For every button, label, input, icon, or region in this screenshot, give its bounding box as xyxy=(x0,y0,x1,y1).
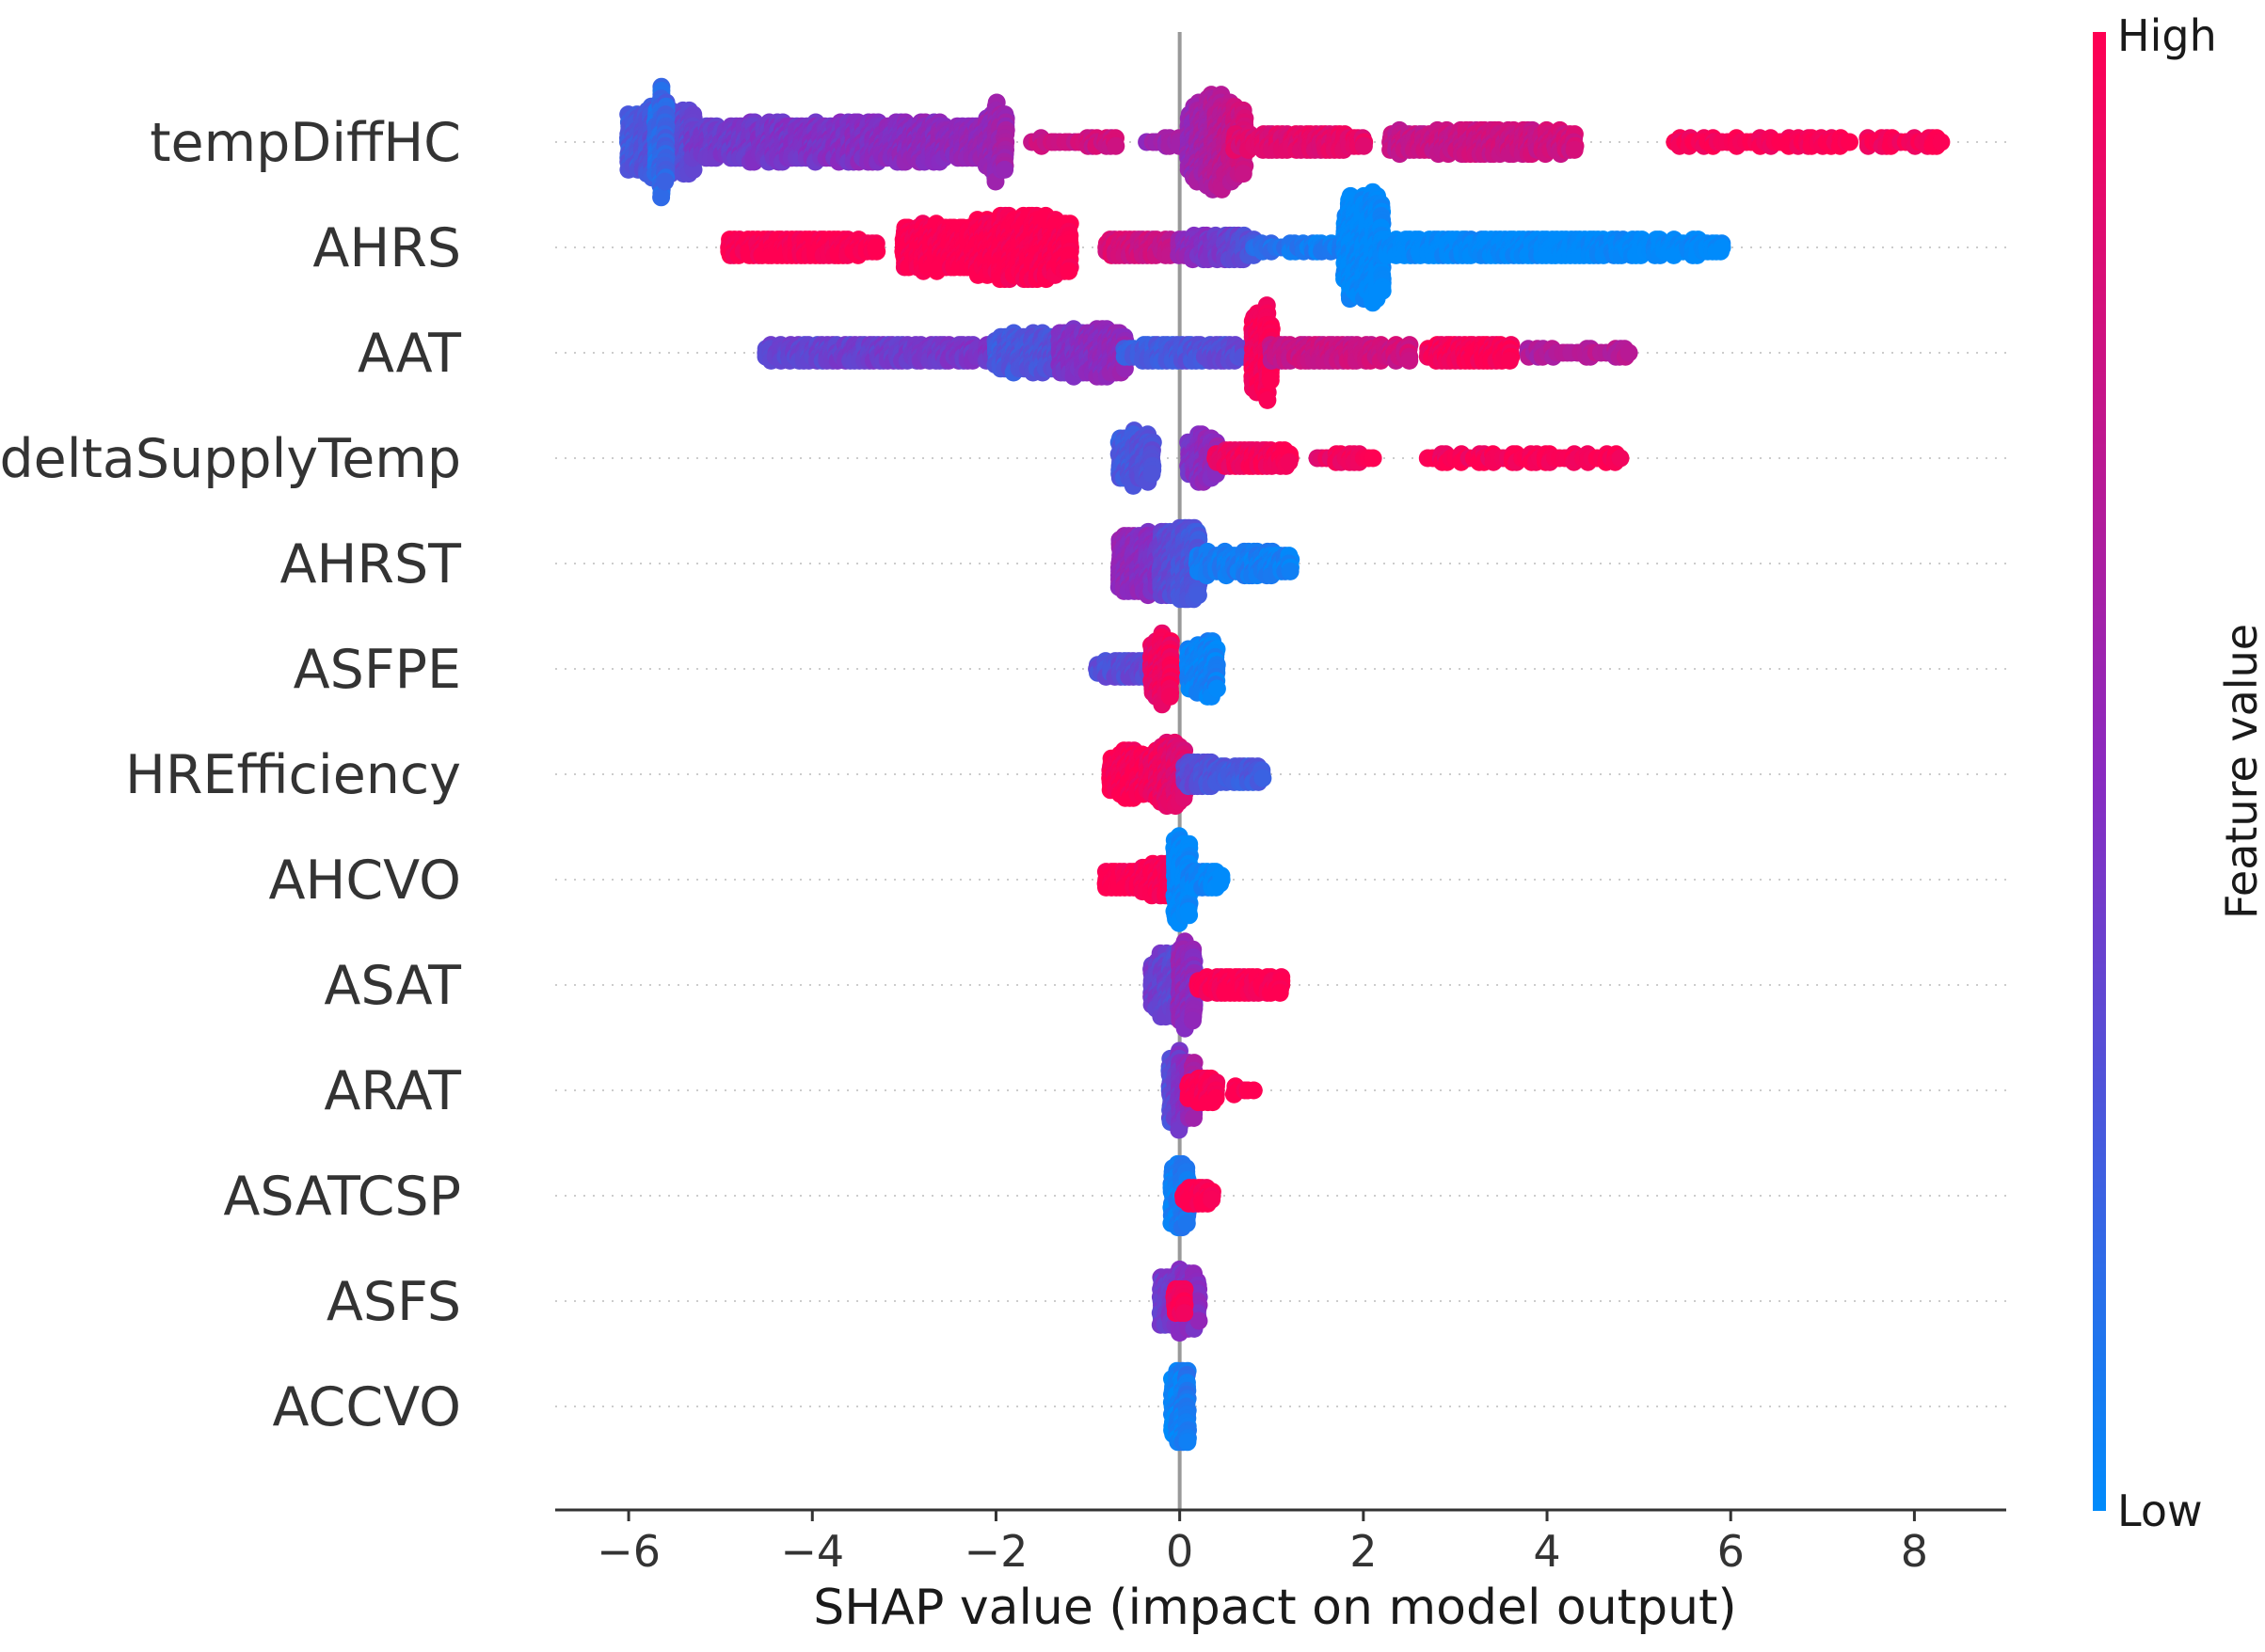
shap-dot xyxy=(1841,133,1858,151)
shap-dot xyxy=(1364,449,1382,468)
feature-label-ASATCSP: ASATCSP xyxy=(223,1166,461,1228)
shap-dot xyxy=(1932,133,1951,151)
feature-label-AHCVO: AHCVO xyxy=(268,850,461,912)
shap-dot xyxy=(656,172,675,191)
feature-row-ASFPE xyxy=(1088,624,1226,714)
feature-row-deltaSupplyTemp xyxy=(1109,421,1630,495)
shap-dot xyxy=(1280,453,1299,471)
row-gridlines xyxy=(555,141,2006,1407)
shap-dot xyxy=(1281,562,1300,580)
feature-label-ASFS: ASFS xyxy=(327,1271,461,1333)
shap-dot xyxy=(1712,242,1730,261)
feature-label-AAT: AAT xyxy=(358,323,461,385)
shap-dot xyxy=(1188,586,1207,605)
shap-dot xyxy=(1258,390,1277,409)
shap-dot xyxy=(1142,465,1161,484)
shap-dot xyxy=(1400,351,1419,370)
feature-row-AAT xyxy=(757,296,1638,409)
shap-dot xyxy=(1107,136,1125,155)
feature-label-ARAT: ARAT xyxy=(324,1060,461,1122)
shap-dot xyxy=(652,188,671,207)
shap-dot xyxy=(1619,343,1638,362)
shap-dot xyxy=(1234,165,1252,183)
feature-label-deltaSupplyTemp: deltaSupplyTemp xyxy=(0,428,461,490)
feature-label-ASAT: ASAT xyxy=(324,955,461,1017)
shap-dot xyxy=(1354,136,1373,155)
feature-label-HREfficiency: HREfficiency xyxy=(125,744,461,806)
feature-label-ASFPE: ASFPE xyxy=(294,639,461,701)
feature-row-AHRS xyxy=(720,183,1731,312)
feature-label-tempDiffHC: tempDiffHC xyxy=(150,112,461,174)
shap-dot xyxy=(1261,371,1280,389)
shap-dot xyxy=(1500,351,1519,370)
shap-dot xyxy=(1373,281,1392,300)
shap-dot xyxy=(1060,262,1078,280)
feature-label-AHRS: AHRS xyxy=(312,217,461,279)
feature-label-ACCVO: ACCVO xyxy=(273,1376,461,1438)
shap-dot xyxy=(996,160,1014,179)
shap-dots xyxy=(619,77,1951,1452)
shap-dot xyxy=(868,242,886,261)
shap-dot xyxy=(1565,140,1584,159)
feature-label-AHRST: AHRST xyxy=(280,533,462,596)
feature-row-AHRST xyxy=(1109,518,1300,609)
shap-dot xyxy=(1611,449,1630,468)
feature-labels: tempDiffHC AHRS AAT deltaSupplyTemp AHRST ASF… xyxy=(0,112,461,1438)
feature-row-tempDiffHC xyxy=(619,77,1951,207)
